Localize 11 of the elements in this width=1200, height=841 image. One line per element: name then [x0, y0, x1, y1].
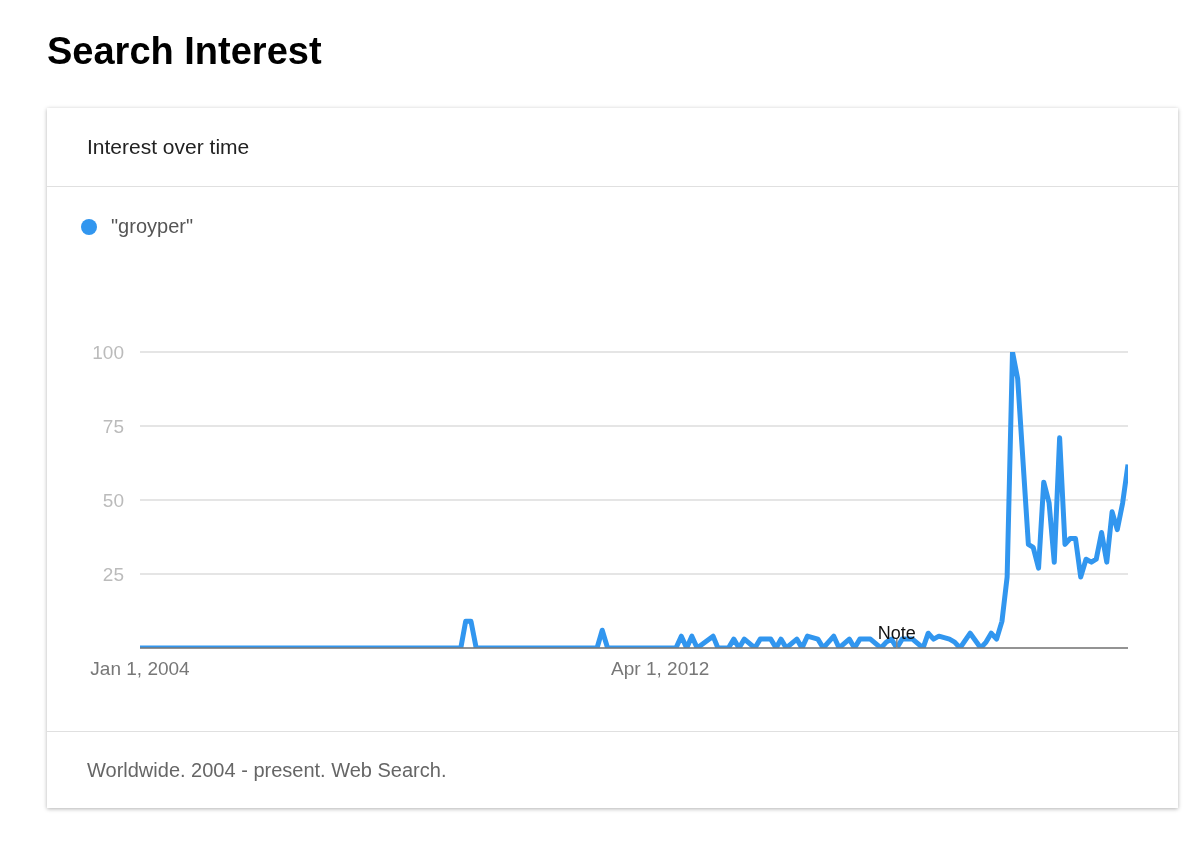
x-tick-label: Jan 1, 2004 [90, 658, 191, 680]
y-tick-label: 25 [102, 563, 124, 585]
chart-title: Search Interest [47, 30, 322, 73]
legend-label: "groyper" [110, 215, 194, 238]
annotation: Note [877, 623, 916, 643]
y-tick-label: 75 [102, 415, 124, 437]
chart-subtitle: Interest over time [47, 108, 1178, 187]
y-tick-label: 50 [102, 489, 124, 511]
text: Worldwide. 2004 - present. Web Search. [87, 759, 447, 782]
x-tick-label: Apr 1, 2012 [611, 658, 710, 680]
y-tick-label: 100 [92, 341, 124, 363]
